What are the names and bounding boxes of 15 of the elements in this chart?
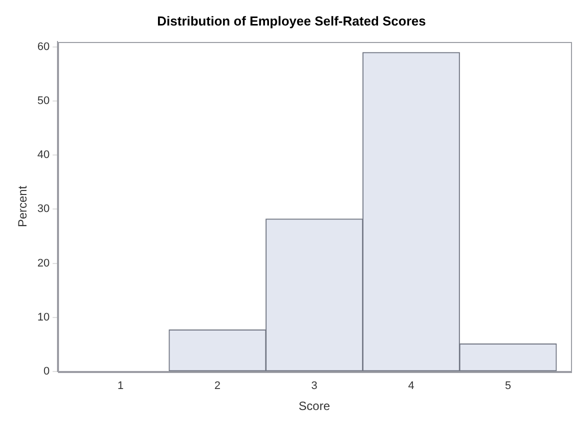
x-tick-label: 5 xyxy=(504,380,512,392)
y-tick-label: 40 xyxy=(37,149,50,162)
y-tick-label: 30 xyxy=(37,203,50,216)
y-tick-label: 10 xyxy=(37,311,50,324)
x-tick-label: 4 xyxy=(408,380,414,392)
chart-title: Distribution of Employee Self-Rated Scores xyxy=(157,13,426,28)
x-tick-label: 1 xyxy=(118,380,124,392)
y-tick-label: 20 xyxy=(37,257,50,270)
x-tick-label: 2 xyxy=(214,380,221,392)
y-tick-label: 0 xyxy=(44,365,50,378)
x-axis-title: Score xyxy=(298,399,330,414)
x-tick-label: 3 xyxy=(311,380,318,392)
y-tick-label: 60 xyxy=(37,41,50,54)
y-axis-title: Percent xyxy=(16,185,30,228)
y-tick-label: 50 xyxy=(37,95,50,108)
